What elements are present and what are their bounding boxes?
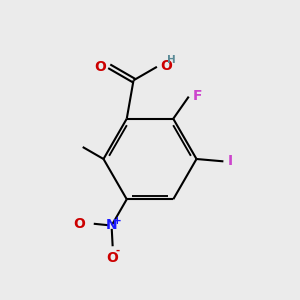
Text: +: +	[113, 216, 122, 226]
Text: -: -	[116, 246, 120, 256]
Text: O: O	[74, 217, 86, 231]
Text: N: N	[106, 218, 118, 232]
Text: H: H	[167, 55, 176, 65]
Text: O: O	[107, 251, 118, 266]
Text: O: O	[160, 59, 172, 73]
Text: O: O	[95, 60, 106, 74]
Text: I: I	[227, 154, 232, 168]
Text: F: F	[192, 89, 202, 103]
